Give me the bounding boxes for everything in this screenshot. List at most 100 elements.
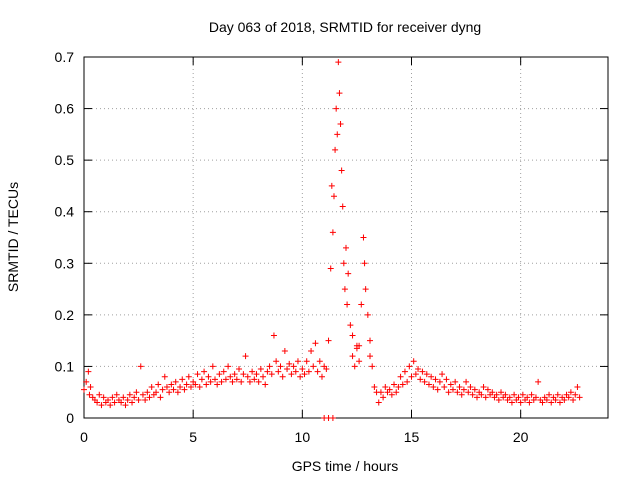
data-point — [301, 371, 308, 378]
x-axis-label: GPS time / hours — [292, 458, 399, 474]
data-point — [546, 391, 553, 398]
data-point — [344, 301, 351, 308]
data-point — [508, 399, 515, 406]
data-point — [155, 381, 162, 388]
data-point — [410, 358, 417, 365]
y-tick-label: 0.6 — [55, 101, 75, 117]
data-point — [113, 391, 120, 398]
data-point — [532, 394, 539, 401]
data-point — [341, 286, 348, 293]
data-point — [233, 376, 240, 383]
data-point — [362, 286, 369, 293]
data-point — [214, 381, 221, 388]
data-point — [369, 363, 376, 370]
data-point — [120, 394, 127, 401]
data-point — [109, 394, 116, 401]
data-point — [423, 371, 430, 378]
data-point — [458, 391, 465, 398]
data-point — [126, 391, 133, 398]
data-point — [574, 384, 581, 391]
data-point — [312, 340, 319, 347]
data-point — [469, 391, 476, 398]
data-point — [170, 386, 177, 393]
data-point — [131, 394, 138, 401]
data-point — [377, 389, 384, 396]
data-point — [242, 353, 249, 360]
data-point — [349, 332, 356, 339]
data-point — [478, 391, 485, 398]
y-tick-label: 0.2 — [55, 307, 75, 323]
data-point — [133, 389, 140, 396]
data-point — [443, 376, 450, 383]
data-point — [86, 391, 93, 398]
data-point — [539, 399, 546, 406]
data-point — [406, 363, 413, 370]
data-point — [181, 386, 188, 393]
data-point — [526, 399, 533, 406]
data-point — [502, 391, 509, 398]
data-point — [367, 337, 374, 344]
data-point — [404, 378, 411, 385]
data-point — [493, 391, 500, 398]
data-point — [260, 373, 267, 380]
data-point — [351, 363, 358, 370]
data-point — [340, 260, 347, 267]
data-point — [408, 373, 415, 380]
data-point — [454, 389, 461, 396]
data-point — [397, 373, 404, 380]
data-point — [177, 384, 184, 391]
data-point — [528, 391, 535, 398]
data-point — [159, 386, 166, 393]
x-tick-label: 5 — [189, 429, 197, 445]
data-point — [375, 399, 382, 406]
data-point — [122, 402, 129, 409]
data-point — [421, 378, 428, 385]
y-tick-label: 0.4 — [55, 204, 75, 220]
data-point — [240, 371, 247, 378]
data-point — [299, 366, 306, 373]
data-point — [137, 363, 144, 370]
data-point — [480, 384, 487, 391]
data-point — [519, 391, 526, 398]
data-point — [225, 363, 232, 370]
data-point — [399, 381, 406, 388]
data-point — [393, 389, 400, 396]
data-point — [198, 376, 205, 383]
data-point — [434, 386, 441, 393]
data-point — [262, 381, 269, 388]
data-point — [308, 347, 315, 354]
data-point — [330, 193, 337, 200]
data-point — [196, 384, 203, 391]
data-point — [441, 384, 448, 391]
data-point — [85, 368, 92, 375]
data-point — [251, 376, 258, 383]
data-point — [318, 373, 325, 380]
data-point — [460, 386, 467, 393]
data-point — [253, 371, 260, 378]
data-point — [166, 389, 173, 396]
data-point — [316, 358, 323, 365]
data-point — [371, 384, 378, 391]
data-point — [484, 386, 491, 393]
data-point — [495, 396, 502, 403]
data-point — [87, 384, 94, 391]
data-point — [452, 378, 459, 385]
data-point — [100, 394, 107, 401]
y-tick-label: 0.7 — [55, 49, 75, 65]
data-point — [81, 386, 87, 393]
data-point — [325, 337, 332, 344]
data-point — [290, 363, 297, 370]
data-point — [358, 301, 365, 308]
data-point — [96, 391, 103, 398]
data-point — [146, 394, 153, 401]
data-point — [489, 389, 496, 396]
data-point — [297, 373, 304, 380]
data-point — [212, 376, 218, 383]
data-point — [415, 366, 422, 373]
data-point — [218, 378, 225, 385]
data-point — [395, 384, 402, 391]
data-point — [417, 376, 424, 383]
data-point — [474, 394, 480, 401]
data-point — [207, 378, 214, 385]
